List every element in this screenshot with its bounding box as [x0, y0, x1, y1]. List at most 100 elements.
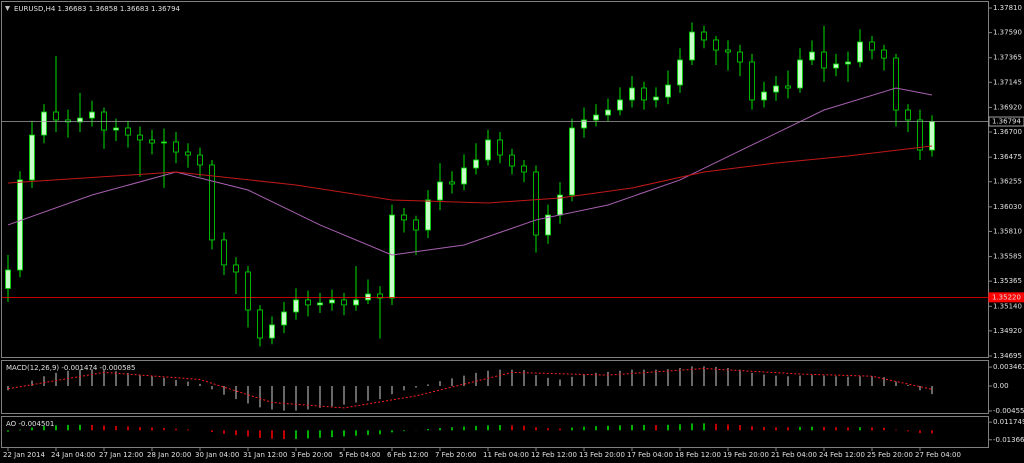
candle-body [641, 87, 647, 101]
candle-body [617, 99, 623, 111]
y-tick-label: 1.35365 [993, 277, 1022, 285]
candle-body [785, 85, 791, 89]
y-tick-label: 1.36700 [993, 128, 1022, 136]
candle-body [857, 41, 863, 63]
candle-body [305, 299, 311, 306]
macd-panel [1, 360, 989, 414]
candle-body [533, 171, 539, 236]
price-label: 1.35220 [992, 293, 1021, 301]
x-tick-label: 22 Jan 2014 [3, 451, 46, 459]
candle-body [521, 165, 527, 173]
candle-body [149, 139, 155, 144]
candle-body [413, 219, 419, 231]
candle-body [605, 109, 611, 116]
y-tick-label: 1.37145 [993, 78, 1022, 86]
y-tick-label: 1.36255 [993, 178, 1022, 186]
candle-body [377, 293, 383, 299]
candle-body [761, 91, 767, 101]
y-tick-label: 1.35585 [993, 253, 1022, 261]
candle-body [437, 181, 443, 201]
candle-body [509, 154, 515, 167]
x-tick-label: 31 Jan 12:00 [243, 451, 287, 459]
candle-body [401, 214, 407, 221]
candle-body [725, 49, 731, 53]
candle-body [29, 134, 35, 181]
x-tick-label: 24 Feb 12:00 [819, 451, 865, 459]
candle-body [485, 139, 491, 161]
moving-average [7, 87, 933, 256]
candle-body [389, 214, 395, 299]
x-tick-label: 19 Feb 20:00 [723, 451, 769, 459]
y-tick-label: 1.35810 [993, 227, 1022, 235]
candle-body [545, 214, 551, 236]
y-tick-label: 0.011749 [993, 418, 1024, 426]
candle-body [353, 299, 359, 306]
candle-body [197, 154, 203, 166]
y-tick-label: 1.37590 [993, 29, 1022, 37]
candle-body [749, 61, 755, 101]
candle-body [245, 271, 251, 311]
x-tick-label: 27 Feb 04:00 [915, 451, 961, 459]
y-tick-label: -0.013665 [993, 436, 1024, 444]
x-tick-label: 7 Feb 20:00 [435, 451, 476, 459]
candle-body [77, 117, 83, 123]
ao-panel [1, 416, 989, 448]
x-tick-label: 24 Jan 04:00 [51, 451, 95, 459]
candle-body [173, 141, 179, 153]
x-tick-label: 12 Feb 12:00 [531, 451, 577, 459]
candle-body [773, 85, 779, 93]
y-tick-label: 1.37365 [993, 54, 1022, 62]
candle-body [89, 111, 95, 119]
y-tick-label: -0.004553 [993, 407, 1024, 415]
price-label-box [988, 292, 1024, 303]
candle-body [209, 164, 215, 241]
candle-body [449, 181, 455, 185]
price-label-box [988, 116, 1024, 127]
candle-body [65, 119, 71, 123]
y-tick-label: 1.37810 [993, 4, 1022, 12]
candle-body [53, 111, 59, 121]
y-tick-label: 1.36030 [993, 203, 1022, 211]
candle-body [629, 87, 635, 101]
candle-body [737, 51, 743, 63]
y-tick-label: 1.35140 [993, 302, 1022, 310]
x-tick-label: 28 Jan 20:00 [147, 451, 191, 459]
candle-body [881, 49, 887, 59]
price-label: 1.36794 [992, 118, 1021, 126]
candle-body [593, 114, 599, 121]
candle-body [281, 311, 287, 326]
candle-body [797, 59, 803, 89]
candle-body [869, 41, 875, 51]
main-panel [1, 1, 989, 358]
candle-body [689, 31, 695, 61]
candle-body [713, 39, 719, 51]
candle-body [677, 59, 683, 86]
x-tick-label: 13 Feb 20:00 [579, 451, 625, 459]
candle-body [17, 179, 23, 271]
x-tick-label: 3 Feb 20:00 [291, 451, 332, 459]
candle-body [905, 109, 911, 121]
candle-body [569, 127, 575, 196]
signal-line [7, 368, 933, 409]
candle-body [497, 139, 503, 156]
candle-body [461, 167, 467, 185]
candle-body [833, 63, 839, 69]
candle-body [821, 51, 827, 69]
moving-average [7, 145, 933, 204]
candle-body [701, 31, 707, 41]
candle-body [653, 96, 659, 101]
y-tick-label: 0.00 [993, 382, 1009, 390]
candle-body [161, 141, 167, 144]
y-tick-label: 0.003461 [993, 363, 1024, 371]
candle-body [101, 111, 107, 131]
candle-body [5, 269, 11, 289]
candle-body [137, 134, 143, 141]
candle-body [125, 127, 131, 136]
candle-body [233, 264, 239, 273]
x-tick-label: 5 Feb 04:00 [339, 451, 380, 459]
candle-body [257, 309, 263, 339]
x-tick-label: 18 Feb 12:00 [675, 451, 721, 459]
